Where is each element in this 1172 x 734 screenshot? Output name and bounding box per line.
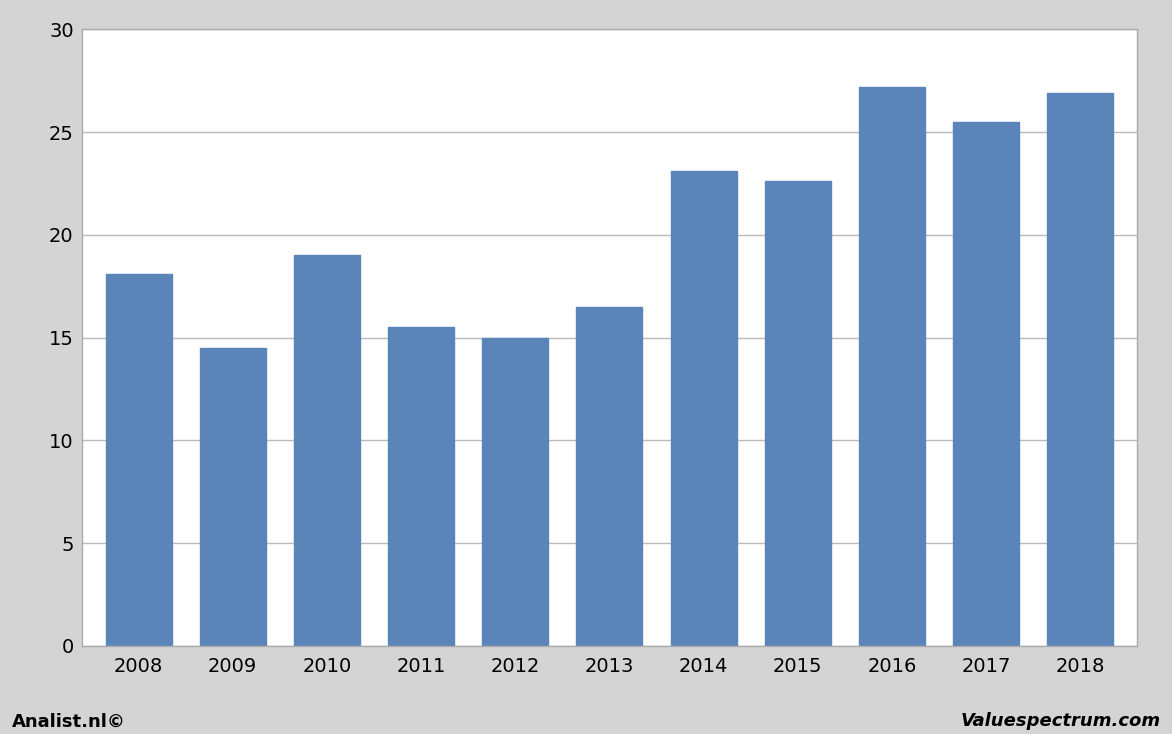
Bar — [199, 348, 266, 646]
Text: Valuespectrum.com: Valuespectrum.com — [960, 712, 1160, 730]
Bar — [388, 327, 454, 646]
Bar — [483, 338, 548, 646]
Bar — [859, 87, 925, 646]
Bar — [294, 255, 360, 646]
Bar — [953, 122, 1020, 646]
Text: Analist.nl©: Analist.nl© — [12, 712, 125, 730]
Bar — [670, 171, 736, 646]
Bar — [577, 307, 642, 646]
Bar — [765, 181, 831, 646]
Bar — [105, 274, 171, 646]
Bar — [1048, 93, 1113, 646]
